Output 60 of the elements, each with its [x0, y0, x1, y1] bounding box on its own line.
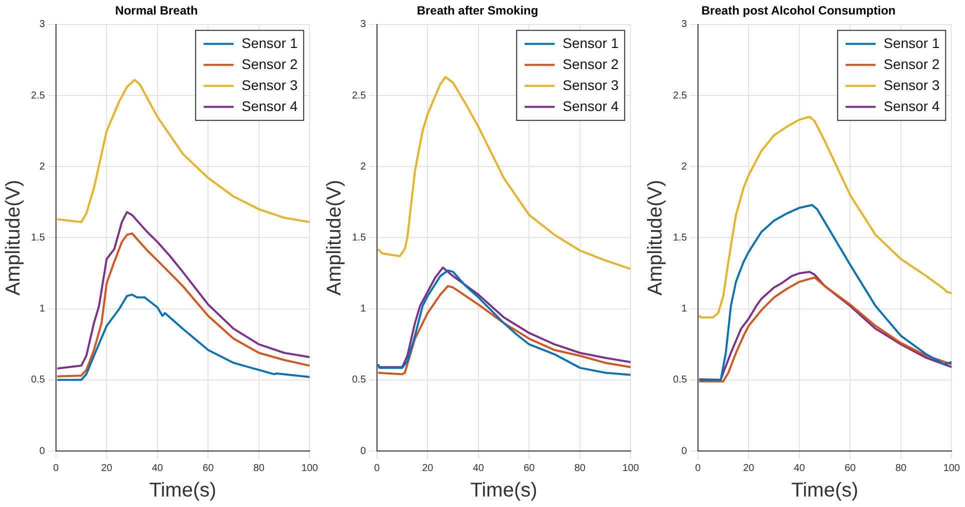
x-tick-label: 100	[943, 462, 960, 474]
legend-label: Sensor 3	[562, 76, 619, 93]
legend-label: Sensor 1	[884, 34, 940, 51]
y-axis-title: Amplitude(V)	[644, 180, 667, 296]
y-tick-label: 1	[39, 304, 46, 315]
y-tick-label: 3	[681, 19, 688, 30]
x-tick-label: 40	[794, 462, 806, 474]
x-tick-label: 80	[253, 462, 265, 474]
y-tick-label: 1	[681, 304, 688, 315]
x-tick-label: 20	[422, 462, 434, 474]
y-tick-label: 1.5	[672, 232, 688, 244]
x-tick-label: 60	[202, 462, 214, 474]
x-tick-label: 0	[374, 462, 380, 474]
y-tick-label: 2.5	[672, 90, 688, 102]
x-tick-label: 100	[622, 462, 640, 474]
y-tick-label: 3	[39, 19, 46, 30]
y-tick-label: 0.5	[352, 374, 366, 386]
y-tick-label: 2	[360, 161, 366, 172]
y-tick-label: 0	[39, 446, 46, 457]
x-tick-label: 100	[301, 462, 318, 474]
y-tick-label: 1.5	[30, 232, 46, 244]
y-tick-label: 0.5	[30, 374, 46, 386]
x-tick-label: 40	[152, 462, 164, 474]
legend-label: Sensor 3	[884, 76, 940, 93]
x-tick-label: 80	[895, 462, 907, 474]
x-tick-label: 0	[53, 462, 60, 474]
x-tick-label: 20	[101, 462, 113, 474]
x-axis-title: Time(s)	[470, 480, 538, 502]
x-tick-label: 40	[472, 462, 484, 474]
y-tick-label: 2.5	[30, 90, 46, 102]
y-tick-label: 3	[360, 19, 366, 30]
legend-label: Sensor 2	[884, 56, 940, 72]
chart-title: Normal Breath	[115, 4, 198, 18]
y-tick-label: 0	[360, 446, 366, 457]
legend-label: Sensor 4	[242, 98, 298, 114]
y-tick-label: 0	[681, 446, 688, 457]
y-axis-title: Amplitude(V)	[324, 180, 346, 296]
x-tick-label: 60	[524, 462, 536, 474]
legend-label: Sensor 4	[884, 98, 940, 114]
y-tick-label: 1	[360, 304, 366, 315]
legend-label: Sensor 1	[242, 34, 298, 51]
chart-title: Breath post Alcohol Consumption	[701, 4, 896, 18]
x-tick-label: 20	[743, 462, 755, 474]
y-tick-label: 1.5	[352, 232, 366, 244]
x-tick-label: 60	[844, 462, 856, 474]
legend-label: Sensor 4	[562, 98, 619, 114]
y-tick-label: 2	[681, 161, 688, 172]
legend-label: Sensor 1	[562, 34, 619, 51]
x-axis-title: Time(s)	[149, 480, 216, 502]
legend-label: Sensor 2	[562, 56, 619, 72]
y-axis-title: Amplitude(V)	[2, 180, 25, 296]
y-tick-label: 2.5	[352, 90, 366, 102]
y-tick-label: 0.5	[672, 374, 688, 386]
y-tick-label: 2	[39, 161, 46, 172]
x-tick-label: 80	[574, 462, 586, 474]
chart-title: Breath after Smoking	[416, 4, 538, 18]
x-axis-title: Time(s)	[791, 480, 858, 502]
x-tick-label: 0	[695, 462, 702, 474]
legend-label: Sensor 3	[242, 76, 298, 93]
legend-label: Sensor 2	[242, 56, 298, 72]
